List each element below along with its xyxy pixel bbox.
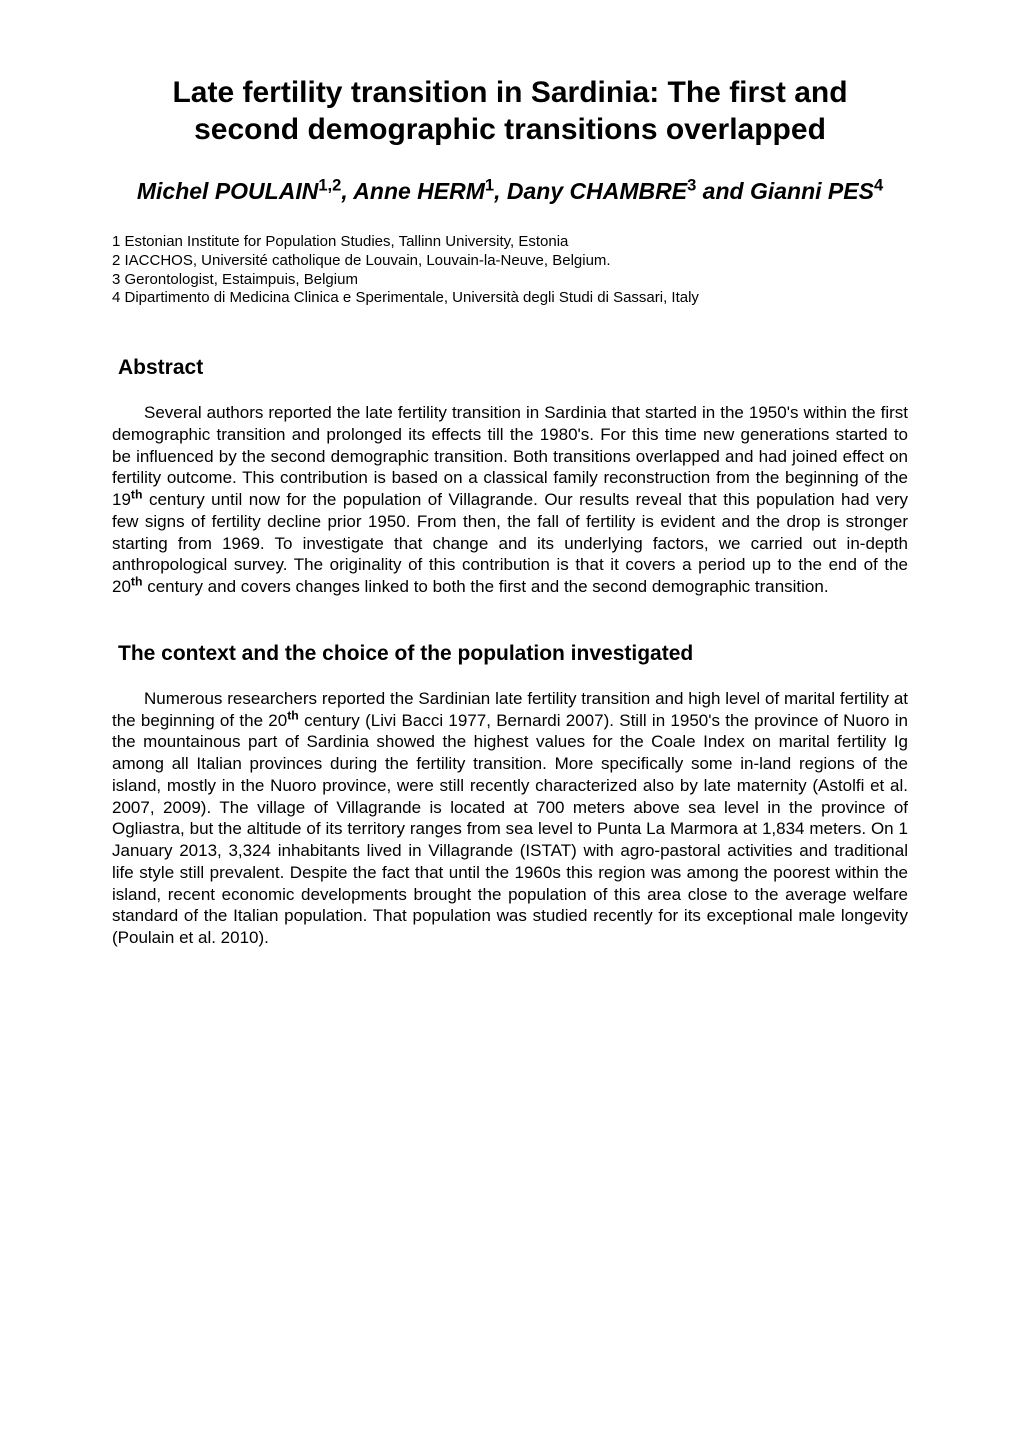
abstract-heading: Abstract	[118, 356, 908, 380]
author-4: Gianni PES	[750, 178, 874, 204]
author-sep-2: ,	[494, 178, 507, 204]
context-text-post: century (Livi Bacci 1977, Bernardi 2007)…	[112, 711, 908, 948]
affiliation-2: 2 IACCHOS, Université catholique de Louv…	[112, 252, 908, 271]
context-paragraph: Numerous researchers reported the Sardin…	[112, 688, 908, 949]
paper-page: Late fertility transition in Sardinia: T…	[0, 0, 1020, 1443]
section-spacer	[112, 620, 908, 642]
ordinal-th-2: th	[131, 575, 143, 589]
paper-title: Late fertility transition in Sardinia: T…	[112, 75, 908, 148]
author-2: Anne HERM	[353, 178, 485, 204]
abstract-text-post: century and covers changes linked to bot…	[142, 577, 828, 596]
title-line-1: Late fertility transition in Sardinia: T…	[172, 76, 847, 109]
author-1-sup: 1,2	[318, 176, 341, 195]
author-3: Dany CHAMBRE	[507, 178, 687, 204]
author-3-sup: 3	[687, 176, 696, 195]
affiliation-1: 1 Estonian Institute for Population Stud…	[112, 233, 908, 252]
ordinal-th-3: th	[287, 708, 299, 722]
affiliation-4: 4 Dipartimento di Medicina Clinica e Spe…	[112, 289, 908, 308]
author-sep-1: ,	[341, 178, 353, 204]
author-list: Michel POULAIN1,2, Anne HERM1, Dany CHAM…	[112, 178, 908, 205]
author-4-sup: 4	[874, 176, 883, 195]
context-heading: The context and the choice of the popula…	[118, 642, 908, 666]
author-sep-3: and	[696, 178, 750, 204]
affiliation-3: 3 Gerontologist, Estaimpuis, Belgium	[112, 271, 908, 290]
author-1: Michel POULAIN	[137, 178, 318, 204]
ordinal-th-1: th	[131, 488, 143, 502]
affiliations: 1 Estonian Institute for Population Stud…	[112, 233, 908, 308]
title-line-2: second demographic transitions overlappe…	[194, 113, 826, 146]
author-2-sup: 1	[485, 176, 494, 195]
abstract-paragraph: Several authors reported the late fertil…	[112, 402, 908, 598]
